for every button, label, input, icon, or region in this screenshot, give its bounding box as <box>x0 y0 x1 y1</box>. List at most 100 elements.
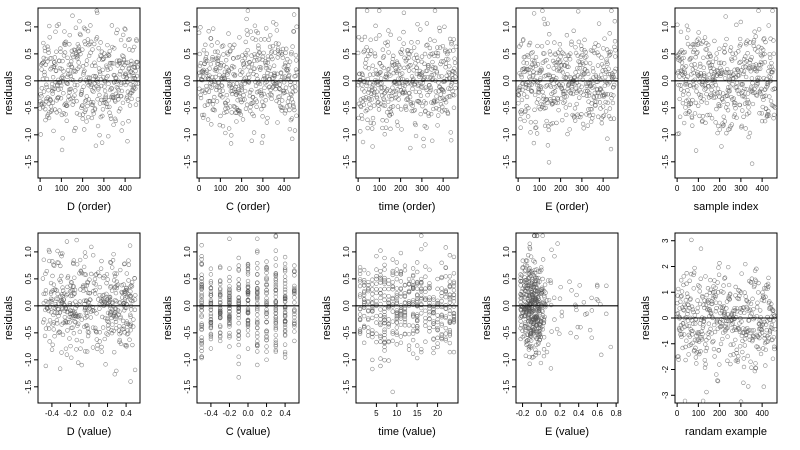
data-point <box>264 311 269 316</box>
data-point <box>541 299 546 305</box>
data-point <box>48 280 54 286</box>
data-point <box>591 95 597 100</box>
data-point <box>569 39 574 45</box>
data-point <box>702 87 707 92</box>
data-point <box>527 40 533 46</box>
data-point <box>678 278 684 283</box>
data-point <box>362 89 367 94</box>
data-point <box>277 82 283 87</box>
data-point <box>419 276 424 282</box>
plot-frame <box>674 7 778 179</box>
data-point <box>439 274 444 280</box>
data-point <box>378 356 383 361</box>
data-point <box>368 105 373 111</box>
data-point <box>583 88 588 94</box>
y-tick-label: 0.5 <box>24 273 33 285</box>
data-point <box>723 70 729 75</box>
data-point <box>579 112 584 117</box>
data-point <box>233 89 238 95</box>
data-point <box>382 315 387 320</box>
data-point <box>755 300 760 305</box>
data-point <box>366 282 371 288</box>
data-point <box>394 315 399 321</box>
data-point <box>209 43 214 48</box>
data-point <box>264 276 269 281</box>
x-tick-label: 400 <box>755 184 769 193</box>
data-point <box>677 114 683 119</box>
data-point <box>62 40 68 45</box>
data-point <box>696 330 702 335</box>
data-point <box>212 94 217 100</box>
data-point <box>124 96 129 101</box>
data-point <box>679 293 684 299</box>
data-point <box>609 8 614 13</box>
data-point <box>43 291 48 296</box>
data-point <box>59 253 64 259</box>
data-point <box>719 316 724 322</box>
data-point <box>741 364 747 370</box>
data-point <box>121 58 127 63</box>
data-point <box>373 36 379 41</box>
data-point <box>273 307 278 312</box>
data-point <box>218 333 223 339</box>
x-axis-label: sample index <box>694 201 759 213</box>
data-point <box>770 67 776 72</box>
data-point <box>279 108 284 113</box>
data-point <box>529 88 535 94</box>
data-point <box>49 65 54 70</box>
data-point <box>449 138 454 143</box>
data-point <box>409 40 414 45</box>
data-point <box>556 66 561 72</box>
x-tick-label: 200 <box>76 184 90 193</box>
y-tick-label: -1 <box>661 340 670 348</box>
data-point <box>596 114 601 119</box>
data-point <box>198 95 204 101</box>
data-point <box>246 75 252 80</box>
data-point <box>439 286 444 291</box>
data-point <box>282 284 288 290</box>
data-point <box>268 92 273 97</box>
data-point <box>46 322 51 327</box>
data-point <box>366 271 371 276</box>
data-point <box>699 81 705 87</box>
data-point <box>205 102 210 108</box>
data-point <box>68 289 73 294</box>
data-point <box>263 60 268 66</box>
y-tick-label: 0.0 <box>342 75 351 87</box>
data-point <box>738 19 743 25</box>
data-point <box>575 53 580 58</box>
data-point <box>680 345 685 351</box>
data-point <box>442 97 448 103</box>
data-point <box>438 102 444 107</box>
data-point <box>533 347 538 352</box>
data-point <box>753 66 758 72</box>
y-tick-label: -0.5 <box>661 100 670 114</box>
data-point <box>292 289 297 294</box>
data-point <box>522 294 527 300</box>
data-point <box>439 321 444 327</box>
data-point <box>204 83 209 89</box>
data-point <box>523 321 528 327</box>
data-point <box>49 299 54 304</box>
data-point <box>527 354 532 360</box>
data-point <box>293 53 298 58</box>
data-point <box>727 296 732 302</box>
data-point <box>762 60 768 65</box>
data-point <box>83 41 88 47</box>
data-point <box>679 331 684 337</box>
data-point <box>531 291 537 296</box>
data-point <box>439 336 444 342</box>
x-tick-label: 100 <box>373 184 387 193</box>
data-point <box>111 122 116 127</box>
data-point <box>524 61 530 66</box>
data-point <box>524 332 530 337</box>
data-point <box>273 278 278 283</box>
data-point <box>52 60 57 65</box>
data-point <box>39 86 45 91</box>
data-point <box>713 293 718 298</box>
data-point <box>576 39 581 45</box>
data-point <box>522 283 527 288</box>
data-point <box>253 83 259 89</box>
data-point <box>390 331 395 336</box>
data-point <box>95 343 100 348</box>
